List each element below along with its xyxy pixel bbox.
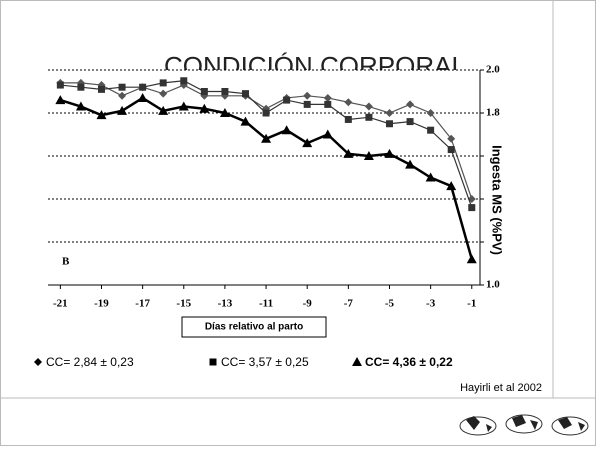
panel-label: B xyxy=(62,256,70,268)
legend-marker xyxy=(210,359,217,366)
point xyxy=(407,118,414,125)
point xyxy=(77,84,84,91)
x-tick-label: -21 xyxy=(53,298,68,310)
point xyxy=(304,101,311,108)
x-tick-label: -3 xyxy=(426,298,436,310)
slide: CONDICIÓN CORPORAL 1.01.21.41.61.82.0-21… xyxy=(0,0,596,446)
x-tick-label: -11 xyxy=(259,298,273,310)
point xyxy=(180,77,187,84)
point xyxy=(263,110,270,117)
point xyxy=(386,120,393,127)
point xyxy=(160,79,167,86)
point xyxy=(427,127,434,134)
x-axis-label: Días relativo al parto xyxy=(205,322,303,333)
point xyxy=(139,84,146,91)
point xyxy=(324,101,331,108)
point xyxy=(468,204,475,211)
point xyxy=(201,88,208,95)
cow-image xyxy=(455,408,593,440)
x-tick-label: -19 xyxy=(94,298,109,310)
x-tick-label: -17 xyxy=(135,298,150,310)
point xyxy=(119,84,126,91)
point xyxy=(448,146,455,153)
x-tick-label: -1 xyxy=(467,298,476,310)
legend-label: CC= 4,36 ± 0,22 xyxy=(365,355,453,369)
point xyxy=(98,86,105,93)
y-axis-label: Ingesta MS (%PV) xyxy=(490,145,505,255)
x-tick-label: -7 xyxy=(344,298,354,310)
y-tick-label: 2.0 xyxy=(486,64,500,76)
y-tick-label: 1.0 xyxy=(486,279,500,291)
point xyxy=(57,82,64,89)
point xyxy=(345,116,352,123)
x-tick-label: -5 xyxy=(385,298,395,310)
source: Hayirli et al 2002 xyxy=(460,382,542,394)
point xyxy=(242,90,249,97)
x-tick-label: -13 xyxy=(218,298,233,310)
plot-area xyxy=(48,70,480,285)
point xyxy=(221,88,228,95)
x-tick-label: -9 xyxy=(303,298,313,310)
point xyxy=(283,97,290,104)
x-tick-label: -15 xyxy=(176,298,191,310)
legend-label: CC= 3,57 ± 0,25 xyxy=(221,355,309,369)
legend-label: CC= 2,84 ± 0,23 xyxy=(46,355,134,369)
y-tick-label: 1.8 xyxy=(486,107,500,119)
point xyxy=(365,114,372,121)
